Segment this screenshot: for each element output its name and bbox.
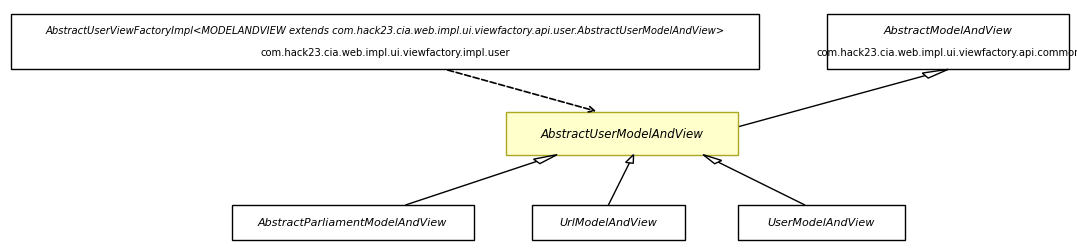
Text: AbstractUserViewFactoryImpl<MODELANDVIEW extends com.hack23.cia.web.impl.ui.view: AbstractUserViewFactoryImpl<MODELANDVIEW… xyxy=(45,26,725,36)
Polygon shape xyxy=(626,155,633,164)
Text: UserModelAndView: UserModelAndView xyxy=(768,218,875,228)
Bar xyxy=(506,112,738,155)
Text: UrlModelAndView: UrlModelAndView xyxy=(560,218,657,228)
Text: AbstractParliamentModelAndView: AbstractParliamentModelAndView xyxy=(258,218,447,228)
Text: com.hack23.cia.web.impl.ui.viewfactory.impl.user: com.hack23.cia.web.impl.ui.viewfactory.i… xyxy=(261,48,509,58)
Bar xyxy=(11,15,759,70)
Text: AbstractModelAndView: AbstractModelAndView xyxy=(884,26,1012,36)
Bar xyxy=(738,205,905,240)
Polygon shape xyxy=(922,70,949,79)
Bar xyxy=(532,205,685,240)
Bar xyxy=(827,15,1069,70)
Text: com.hack23.cia.web.impl.ui.viewfactory.api.common: com.hack23.cia.web.impl.ui.viewfactory.a… xyxy=(816,48,1077,58)
Text: AbstractUserModelAndView: AbstractUserModelAndView xyxy=(541,127,703,140)
Polygon shape xyxy=(533,155,557,164)
Polygon shape xyxy=(703,155,722,164)
Bar xyxy=(232,205,474,240)
